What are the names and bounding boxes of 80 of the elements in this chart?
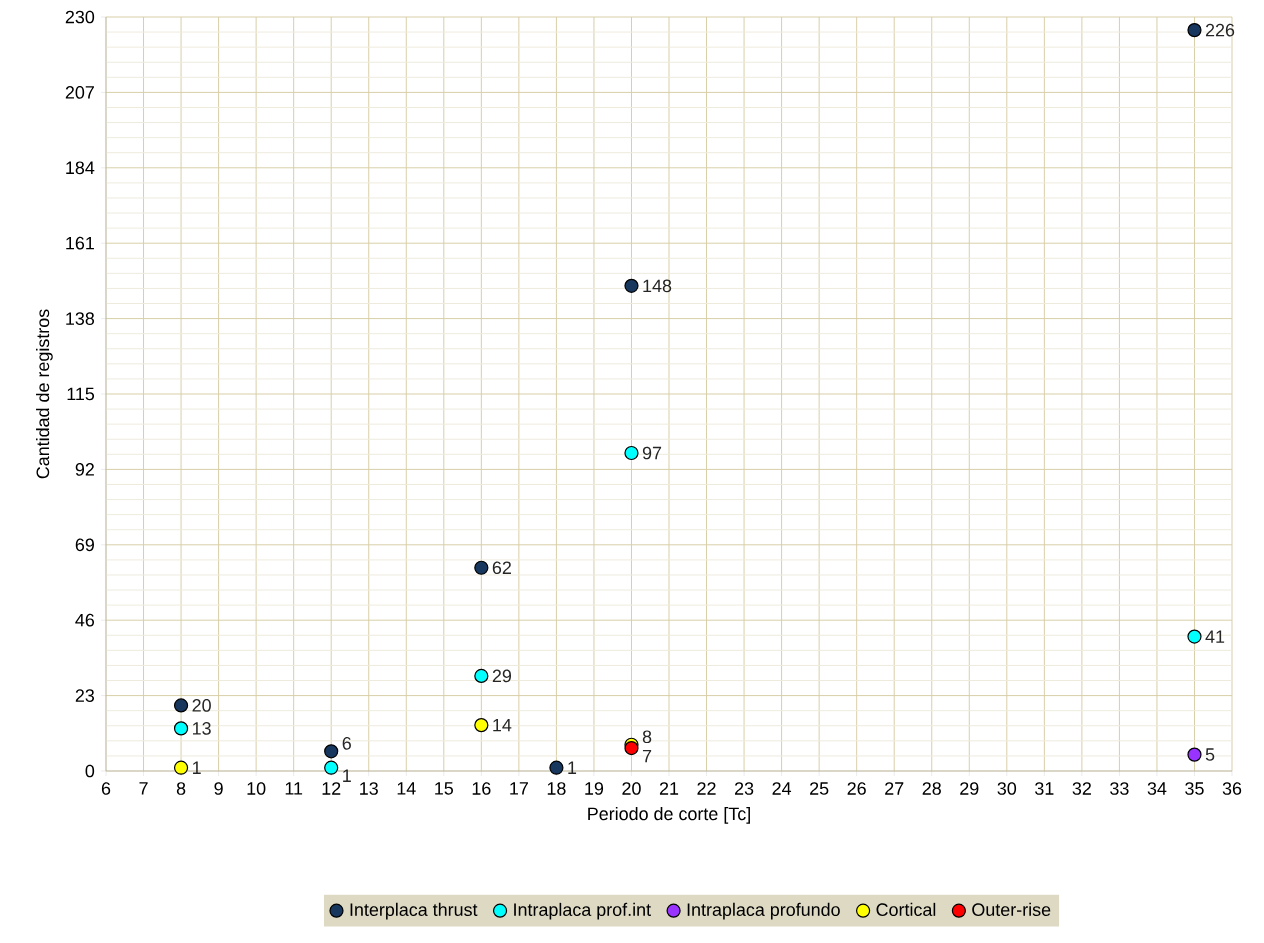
point [173, 721, 189, 736]
x-tick-label: 11 [285, 782, 303, 795]
x-tick-label: 20 [622, 782, 641, 795]
data-label: 20 [192, 699, 211, 712]
y-axis-title: Cantidad de registros [36, 309, 53, 479]
y-tick-label: 92 [75, 463, 94, 476]
data-label: 8 [642, 730, 652, 744]
x-tick-label: 26 [847, 782, 866, 795]
point [324, 744, 339, 759]
point [173, 698, 189, 713]
point [624, 740, 639, 756]
data-label: 29 [492, 669, 512, 683]
y-tick-label: 0 [85, 764, 95, 778]
x-tick-label: 7 [139, 782, 148, 795]
data-label: 1 [343, 769, 351, 782]
data-label: 41 [1205, 630, 1225, 643]
legend-label: Intraplaca profundo [687, 902, 840, 920]
y-tick-label: 230 [65, 10, 95, 24]
y-tick-label: 115 [67, 387, 95, 401]
x-tick-label: 18 [547, 782, 566, 795]
data-label: 14 [493, 718, 512, 732]
point [173, 760, 189, 775]
x-tick-label: 22 [697, 782, 716, 795]
x-tick-label: 14 [397, 782, 416, 795]
data-label: 1 [193, 761, 201, 774]
x-tick-label: 10 [247, 782, 266, 795]
data-label: 97 [642, 446, 662, 460]
x-tick-label: 24 [772, 782, 792, 795]
x-tick-label: 8 [176, 782, 186, 795]
x-tick-label: 27 [885, 782, 904, 795]
point [1187, 23, 1202, 38]
y-tick-label: 207 [65, 86, 94, 99]
legend-label: Outer-rise [972, 902, 1051, 917]
x-tick-label: 33 [1110, 782, 1129, 795]
point [474, 718, 489, 733]
point [624, 278, 639, 293]
y-tick-label: 184 [66, 161, 95, 175]
point [474, 560, 489, 575]
legend-label: Intraplaca prof.int [514, 902, 651, 920]
y-tick-label: 69 [75, 538, 94, 552]
point [1187, 747, 1202, 762]
x-tick-label: 16 [472, 782, 491, 795]
x-tick-label: 29 [960, 782, 979, 795]
point [624, 445, 639, 461]
legend-label: Cortical [876, 902, 936, 917]
data-label: 148 [643, 279, 672, 293]
x-tick-label: 30 [997, 782, 1017, 795]
x-tick-label: 23 [735, 782, 754, 795]
data-label: 5 [1205, 748, 1215, 761]
x-tick-label: 21 [659, 782, 679, 795]
x-tick-label: 13 [360, 782, 378, 795]
data-label: 6 [342, 736, 351, 750]
x-tick-label: 35 [1185, 782, 1204, 795]
data-label: 226 [1205, 23, 1235, 37]
data-label: 7 [642, 749, 652, 763]
x-tick-label: 32 [1072, 782, 1091, 795]
x-tick-label: 34 [1147, 782, 1167, 795]
x-tick-label: 36 [1222, 782, 1242, 795]
x-tick-label: 17 [510, 782, 528, 795]
x-tick-label: 25 [810, 782, 829, 795]
y-tick-label: 46 [75, 613, 95, 627]
x-tick-label: 28 [922, 782, 941, 795]
y-tick-label: 23 [75, 689, 95, 702]
y-tick-label: 138 [66, 312, 95, 325]
x-tick-label: 6 [101, 782, 111, 795]
x-tick-label: 31 [1035, 782, 1054, 795]
data-label: 62 [492, 561, 511, 575]
point [1187, 629, 1202, 644]
y-tick-label: 161 [66, 236, 94, 250]
point [474, 668, 489, 684]
x-axis-title: Periodo de corte [Tc] [588, 807, 750, 824]
point [549, 760, 564, 775]
point [324, 760, 339, 775]
x-tick-label: 19 [585, 782, 604, 795]
legend-label: Interplaca thrust [350, 902, 478, 920]
data-label: 1 [568, 761, 577, 774]
data-label: 13 [193, 722, 211, 735]
x-tick-label: 12 [322, 782, 341, 795]
x-tick-label: 9 [214, 782, 223, 795]
x-tick-label: 15 [435, 782, 454, 795]
